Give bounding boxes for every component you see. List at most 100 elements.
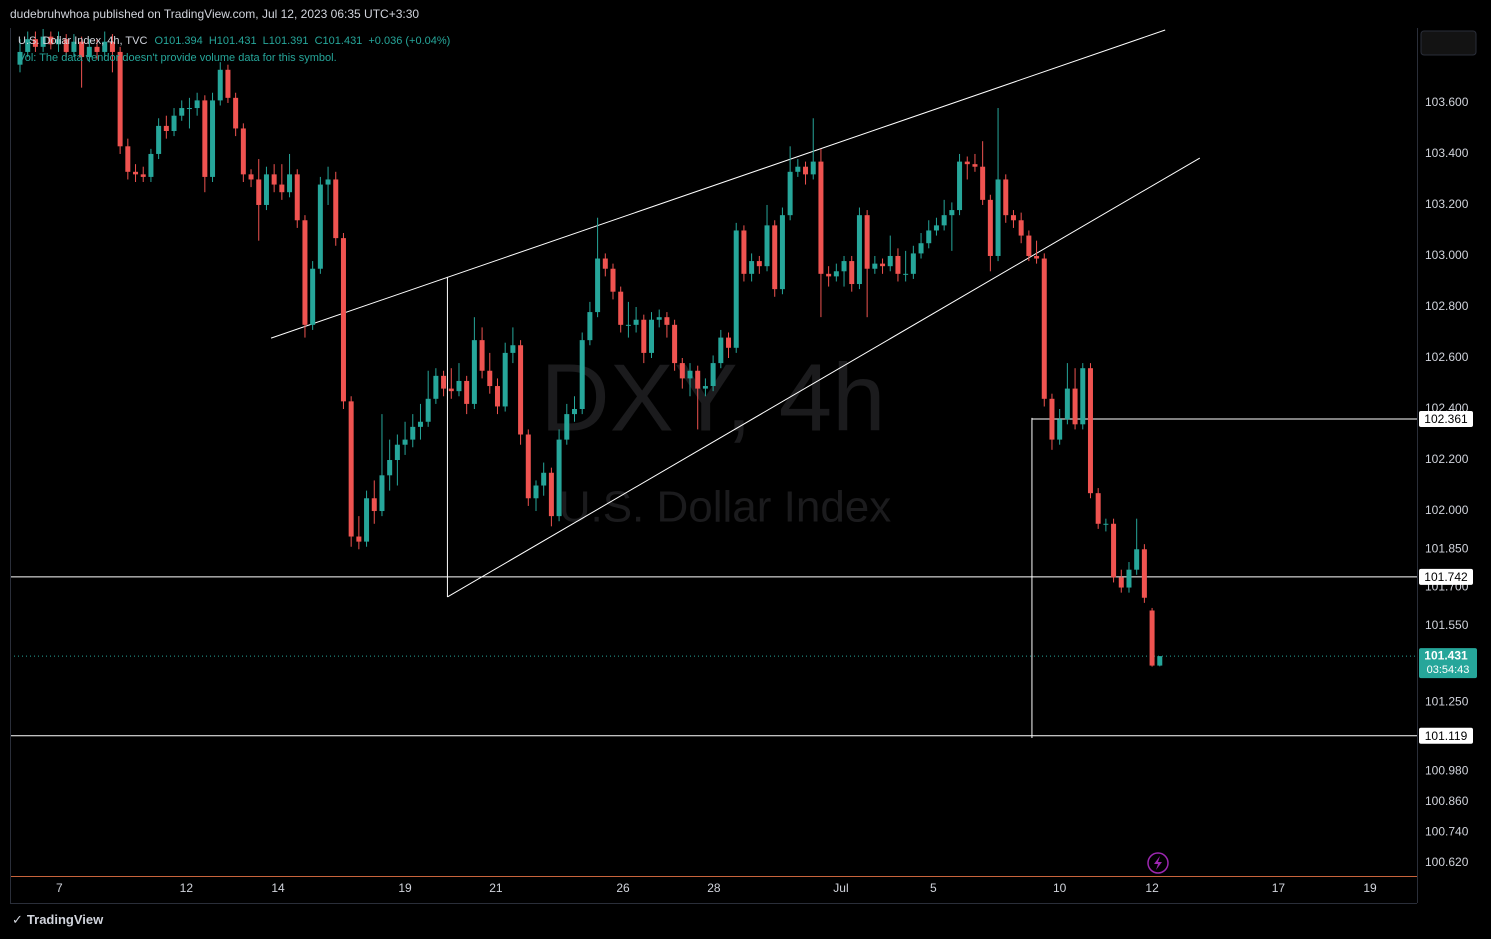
x-tick-label: 12 [180,881,194,895]
candle-body [348,401,354,537]
candle-body [433,375,439,399]
candle-body [179,108,185,116]
candle-body [333,179,339,239]
candle-body [618,291,624,325]
legend: U.S. Dollar Index, 4h, TVC O101.394 H101… [18,35,453,47]
candle-body [1049,398,1055,440]
symbol-title: U.S. Dollar Index, 4h, TVC [18,35,148,47]
candle-body [86,46,92,58]
candle-body [933,225,939,231]
candle-body [987,199,993,256]
legend-open: O101.394 [154,35,203,47]
candle-body [17,51,23,65]
candle-body [271,174,277,185]
candle-body [471,340,477,404]
candle-body [803,166,809,175]
candle-body [479,340,485,371]
candle-body [1134,549,1140,570]
candle-body [233,97,239,129]
candle-body [441,375,447,389]
scale-button[interactable] [1420,30,1477,56]
candle-body [1111,523,1117,578]
x-tick-label: 12 [1145,881,1159,895]
candle-body [849,261,855,285]
candle-body [117,51,123,147]
y-tick-label: 101.850 [1425,541,1469,555]
alert-icon[interactable] [1147,852,1169,874]
candle-body [40,36,46,47]
candle-body [48,36,54,45]
x-tick-label: 21 [489,881,503,895]
candle-body [225,69,231,98]
drawing-line [447,157,1201,598]
candle-body [1080,368,1086,425]
candle-body [25,39,31,52]
candle-body [995,179,1001,256]
candle-body [687,370,693,379]
candle-body [1157,656,1163,666]
candle-body [217,69,223,101]
watermark-name: U.S. Dollar Index [559,483,892,532]
candle-body [1010,215,1016,221]
x-tick-label: 10 [1053,881,1067,895]
y-tick-label: 100.860 [1425,794,1469,808]
candle-body [918,243,924,254]
candle-body [379,475,385,512]
candle-body [733,230,739,348]
candle-body [679,363,685,379]
candle-body [109,41,115,52]
logo-mark: ✓ [12,913,23,928]
x-tick-label: 19 [398,881,412,895]
candle-body [910,253,916,274]
candle-body [518,345,524,435]
candle-body [1041,258,1047,399]
candle-body [279,184,285,193]
legend-change: +0.036 (+0.04%) [368,35,451,47]
candle-body [1026,235,1032,256]
candle-body [872,263,878,269]
candle-body [140,174,146,177]
candle-body [656,317,662,320]
price-tag [1419,410,1473,427]
candle-body [926,230,932,244]
candle-body [310,268,316,325]
x-tick-label: 28 [707,881,721,895]
price-tag-label: 101.119 [1425,729,1468,743]
candle-body [364,498,370,542]
candle-body [210,100,216,177]
candle-body [1103,523,1109,525]
candle-body [371,498,377,512]
footer-logo: ✓ TradingView [12,912,103,928]
y-tick-label: 100.980 [1425,763,1469,777]
plot-area [10,28,1417,739]
candle-body [102,41,108,52]
candle-body [79,41,85,58]
candle-body [502,352,508,407]
y-tick-label: 100.740 [1425,825,1469,839]
last-price-label: 101.431 [1424,648,1468,662]
price-tag-label: 102.361 [1424,412,1468,426]
candle-body [903,273,909,275]
candle-body [1141,549,1147,598]
candle-body [487,370,493,387]
candle-body [964,161,970,165]
candle-body [425,398,431,422]
candle-body [32,39,38,47]
candle-body [510,345,516,353]
candle-body [402,439,408,445]
candle-body [941,215,947,226]
candle-body [718,337,724,364]
candle-body [1095,493,1101,524]
candle-body [525,434,531,499]
candle-body [133,171,139,175]
candle-body [533,485,539,499]
x-tick-label: 14 [271,881,285,895]
candle-body [641,319,647,353]
candle-body [957,161,963,211]
candle-body [779,215,785,290]
candle-body [340,238,346,402]
candle-body [194,100,200,109]
candle-body [163,125,169,131]
